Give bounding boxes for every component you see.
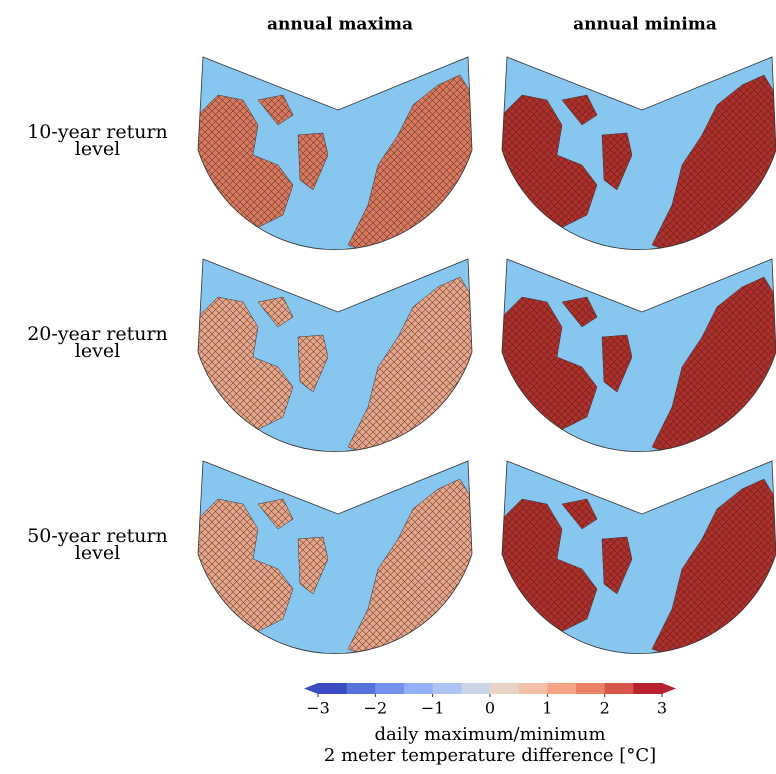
colorbar-tick-label: 0: [485, 699, 495, 718]
map-panel: [497, 252, 776, 472]
map-panel: [193, 50, 483, 270]
map-panel: [193, 252, 483, 472]
figure: annual maxima annual minima −3 −2 −1 0 1 2 3 da…: [0, 0, 776, 774]
column-title: annual minima: [573, 15, 717, 35]
colorbar-label: daily maximum/minimum: [374, 724, 605, 745]
colorbar-tick-label: −2: [364, 699, 388, 718]
map-content: [193, 50, 483, 270]
colorbar-segment: [347, 683, 376, 694]
colorbar-segment: [318, 683, 347, 694]
map-panel: [497, 454, 776, 674]
row-label: 50-year return level: [5, 528, 190, 562]
page: annual maxima annual minima −3 −2 −1 0 1 2 3 da…: [0, 0, 776, 774]
figure-svg: annual maxima annual minima −3 −2 −1 0 1 2 3 da…: [0, 0, 776, 774]
map-content: [193, 252, 483, 472]
colorbar-tick-label: −1: [421, 699, 445, 718]
colorbar-tick-label: 3: [657, 699, 667, 718]
colorbar-segment: [547, 683, 576, 694]
row-label: 20-year return level: [5, 326, 190, 360]
colorbar-extend-high: [662, 683, 676, 694]
colorbar-segment: [433, 683, 462, 694]
colorbar-segment: [375, 683, 404, 694]
colorbar-label: 2 meter temperature difference [°C]: [324, 745, 656, 766]
colorbar-tick-label: 2: [600, 699, 610, 718]
row-label: 10-year return level: [5, 124, 190, 158]
colorbar-segment: [490, 683, 519, 694]
map-content: [497, 454, 776, 674]
colorbar-segment: [576, 683, 605, 694]
colorbar-tick-label: 1: [542, 699, 552, 718]
colorbar-segment: [404, 683, 433, 694]
map-content: [497, 50, 776, 270]
map-content: [497, 252, 776, 472]
column-title: annual maxima: [267, 15, 413, 35]
colorbar-segment: [633, 683, 662, 694]
map-panel: [497, 50, 776, 270]
colorbar-extend-low: [304, 683, 318, 694]
map-content: [193, 454, 483, 674]
colorbar-tick-label: −3: [306, 699, 330, 718]
colorbar-segment: [605, 683, 634, 694]
colorbar-segment: [519, 683, 548, 694]
colorbar-segment: [461, 683, 490, 694]
map-panel: [193, 454, 483, 674]
